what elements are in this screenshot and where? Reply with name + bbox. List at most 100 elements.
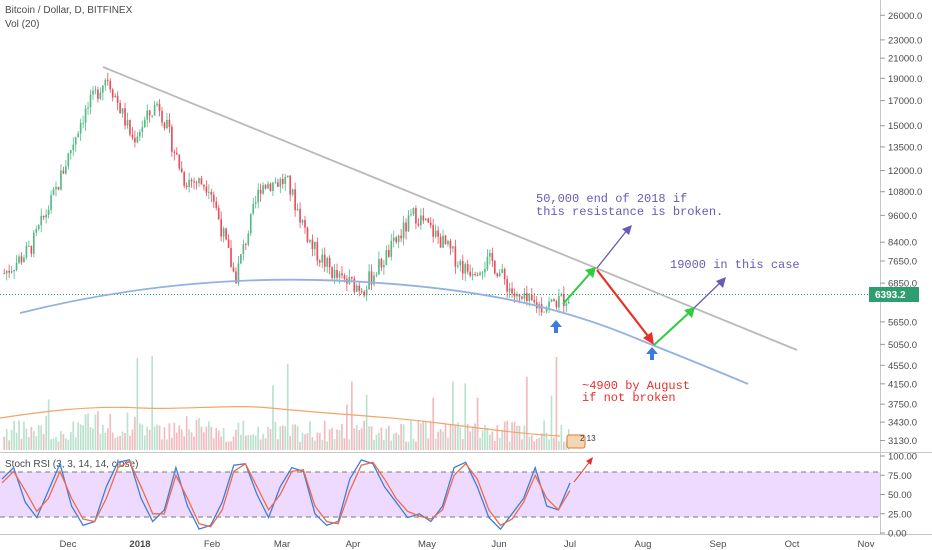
candle-body [126,120,129,126]
volume-bar [395,432,398,450]
volume-bar [365,394,368,450]
volume-bar [277,439,279,450]
candle-body [212,194,215,202]
candle-body [77,133,80,138]
volume-bar [311,437,314,450]
candle-body [422,215,425,221]
volume-bar [338,430,341,450]
volume-bar [540,433,543,450]
volume-bar [131,429,134,450]
candle-body [47,209,50,215]
volume-bar [474,423,476,450]
volume-bar [40,425,43,450]
volume-bar [171,437,173,450]
candle-body [565,303,568,306]
candle-body [449,240,452,249]
volume-bar [240,434,242,450]
candle-body [486,256,489,269]
candle-body [267,183,269,189]
candle-body [180,168,183,173]
volume-bar [134,417,136,450]
candle-body [193,181,195,183]
candle-body [136,136,139,143]
candle-body [247,233,250,245]
candle-body [437,230,439,237]
volume-bar [553,437,555,450]
candle-body [429,222,432,226]
blue-up-arrow-right [646,347,658,360]
candle-body [461,261,464,274]
volume-bar [291,424,294,450]
candle-body [208,191,210,193]
volume-bar [217,430,220,450]
volume-bar [129,435,131,450]
volume-bar [289,435,292,450]
candle-body [205,186,208,193]
candle-body [183,172,186,186]
candle-body [301,220,304,223]
candle-body [277,182,279,187]
candle-body [116,95,119,103]
volume-bar [535,439,538,450]
stoch-line-k [1,459,571,531]
candle-body [336,269,338,278]
stoch-tick-label: 0.00 [888,529,907,540]
event-icon[interactable] [566,434,586,449]
volume-bar [62,434,65,450]
candle-body [521,296,523,299]
candle-body [420,215,422,226]
candle-body [203,184,205,187]
volume-bar [227,441,230,450]
volume-bar [28,437,30,450]
candle-body [360,290,363,292]
bull-note-line1: 50,000 end of 2018 if [536,192,687,206]
volume-bar [57,441,60,450]
time-tick-label: Feb [204,539,220,550]
volume-bar [114,437,116,450]
volume-bar [242,420,245,450]
candle-body [13,270,15,272]
volume-bar [264,438,267,450]
volume-bar [74,437,77,450]
volume-bar [341,423,343,450]
candle-body [469,271,471,276]
price-tick-label: 4150.0 [888,379,917,390]
candle-body [166,119,168,129]
stoch-tick-label: 25.00 [888,509,912,520]
candle-body [363,291,365,296]
volume-bar [348,439,351,450]
candle-body [400,235,402,239]
candle-body [237,263,240,284]
candle-body [454,246,457,267]
volume-bar [77,422,80,450]
volume-bar [412,438,415,450]
volume-bar [545,432,548,450]
volume-bar [550,395,553,450]
candle-body [513,293,516,297]
candle-body [232,267,235,272]
volume-bar [18,420,20,450]
volume-bar [249,435,252,450]
candle-body [442,235,444,248]
candle-body [459,261,462,266]
candle-body [341,273,343,276]
candle-body [15,262,18,271]
volume-bar [511,422,513,450]
candle-body [79,122,82,134]
candle-body [316,242,319,261]
price-pane [0,0,880,452]
candle-body [94,89,97,91]
candle-body [397,235,400,243]
volume-bar [87,413,89,450]
candle-body [491,253,494,261]
volume-bar [336,429,338,450]
candle-body [200,178,203,185]
price-tick-label: 13500.0 [888,142,922,153]
candle-body [161,111,163,123]
volume-bar [247,435,250,450]
volume-bar [89,427,92,450]
candle-body [516,293,518,297]
volume-bar [32,431,35,450]
volume-bar [380,427,383,450]
candle-body [457,265,459,267]
